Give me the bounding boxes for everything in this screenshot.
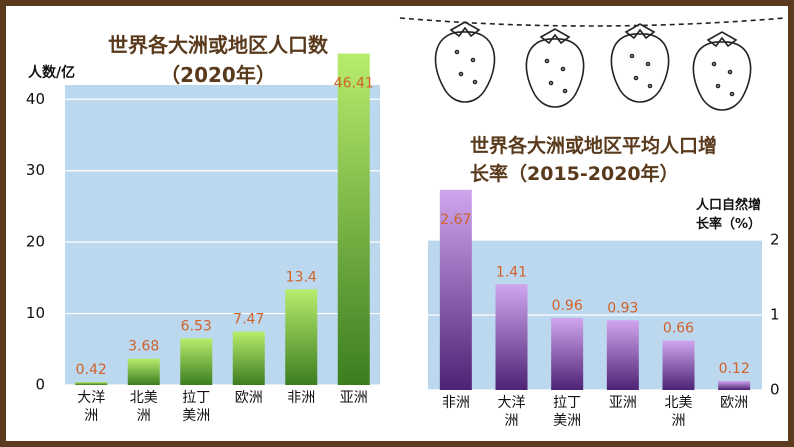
bar [606, 320, 639, 390]
bar [495, 284, 528, 390]
bar [285, 289, 318, 385]
bar [337, 53, 370, 385]
y-tick-label: 30 [26, 161, 45, 179]
x-tick-label: 拉丁美洲 [553, 395, 582, 429]
bar [232, 331, 265, 385]
x-tick-label: 非洲 [287, 390, 316, 406]
bar [75, 382, 108, 385]
value-label: 7.47 [233, 312, 264, 328]
x-tick-label: 北美洲 [664, 395, 693, 429]
y-tick-label: 40 [26, 90, 45, 108]
x-tick-label: 北美洲 [129, 390, 158, 424]
bar [662, 340, 695, 390]
x-tick-label: 拉丁美洲 [182, 390, 211, 424]
value-label: 3.68 [128, 339, 159, 355]
value-label: 0.66 [663, 321, 694, 337]
bar [551, 318, 584, 390]
value-label: 13.4 [286, 269, 317, 285]
y-tick-label: 2 [770, 231, 780, 249]
value-label: 46.41 [334, 76, 374, 92]
value-label: 2.67 [440, 212, 471, 228]
chart-title: 世界各大洲或地区平均人口增长率（2015-2020年） [470, 135, 718, 185]
value-label: 6.53 [181, 318, 212, 334]
x-tick-label: 欧洲 [720, 395, 749, 411]
x-tick-label: 欧洲 [234, 390, 263, 406]
bar [180, 338, 213, 385]
value-label: 1.41 [496, 264, 527, 280]
value-label: 0.42 [76, 362, 107, 378]
y-axis-label: 人口自然增长率（%） [696, 198, 762, 232]
y-tick-label: 0 [770, 381, 780, 399]
bar [439, 189, 472, 390]
plot-area [65, 85, 380, 385]
bar [127, 358, 160, 385]
y-tick-label: 0 [35, 376, 45, 394]
x-tick-label: 非洲 [441, 395, 470, 411]
value-label: 0.12 [719, 361, 750, 377]
x-tick-label: 大洋洲 [77, 390, 106, 424]
chart-title: 世界各大洲或地区人口数（2020年） [108, 33, 328, 87]
value-label: 0.96 [552, 298, 583, 314]
x-tick-label: 亚洲 [339, 390, 368, 406]
strawberry-decoration [399, 17, 786, 111]
x-tick-label: 亚洲 [608, 395, 637, 411]
y-tick-label: 10 [26, 304, 45, 322]
y-axis-label: 人数/亿 [28, 65, 76, 81]
bar [718, 381, 751, 390]
value-label: 0.93 [607, 300, 638, 316]
y-tick-label: 1 [770, 306, 780, 324]
x-tick-label: 大洋洲 [497, 395, 526, 429]
y-tick-label: 20 [26, 233, 45, 251]
